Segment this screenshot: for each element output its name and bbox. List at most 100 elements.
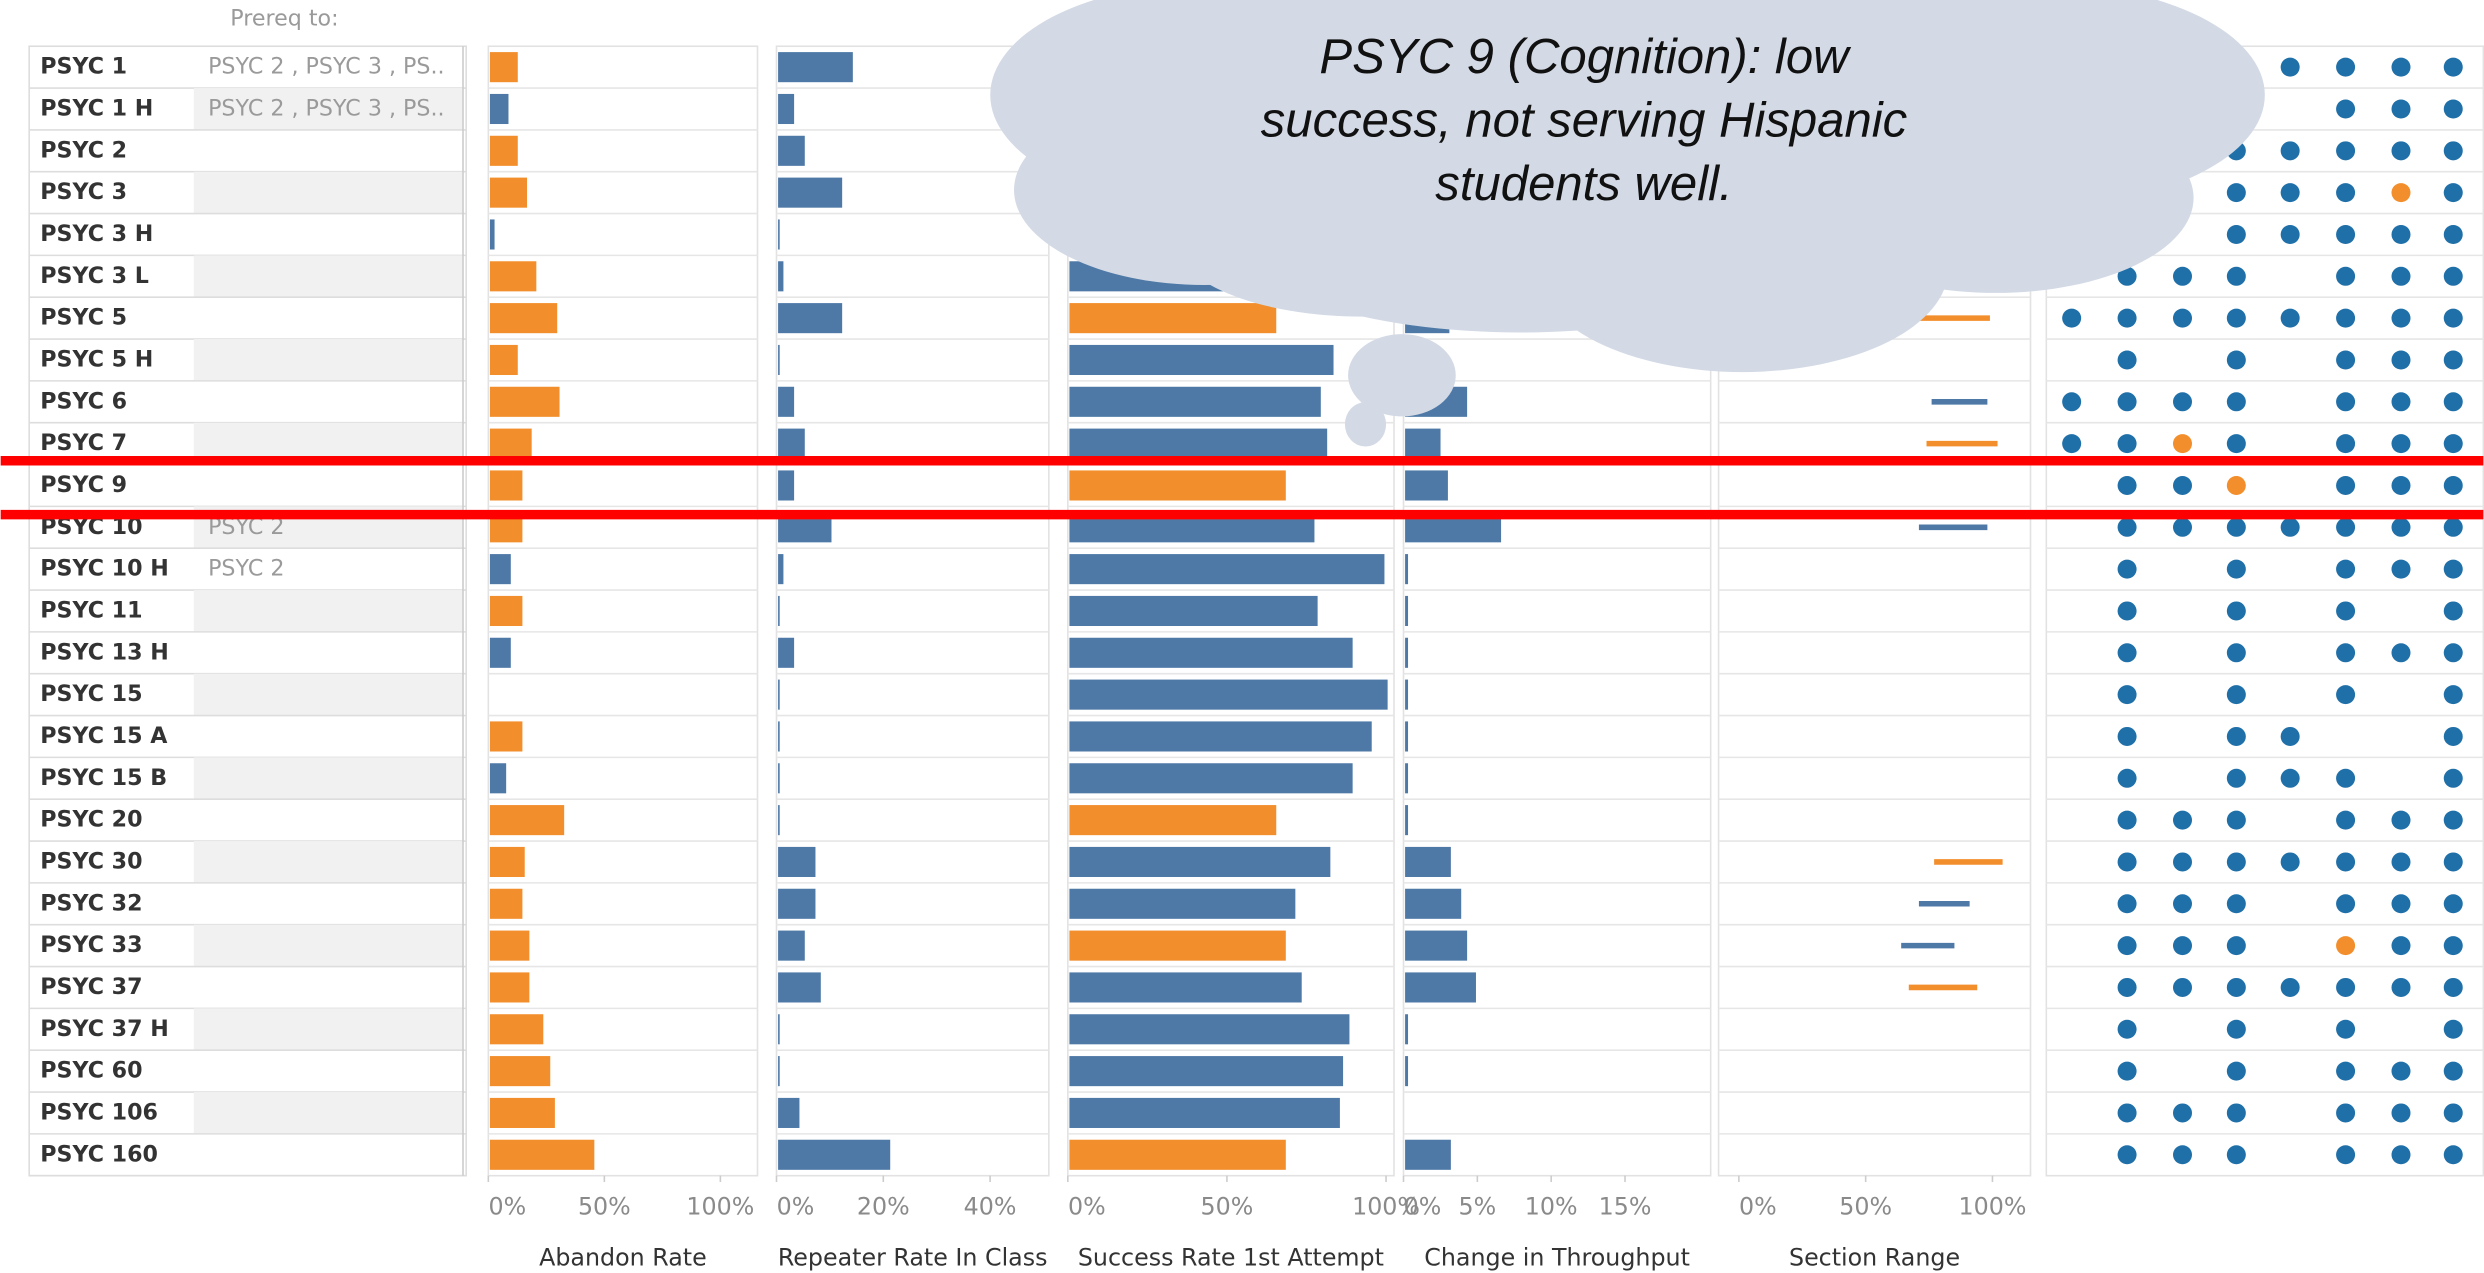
bar: [489, 846, 525, 877]
bar: [778, 177, 843, 208]
dot: [2336, 392, 2356, 412]
dot: [2280, 57, 2300, 77]
dot: [2117, 643, 2137, 663]
course-label: PSYC 30: [40, 848, 142, 874]
dot: [2226, 224, 2246, 244]
dot: [2443, 685, 2463, 705]
bar: [778, 679, 780, 710]
dot: [2443, 726, 2463, 746]
bar: [778, 428, 805, 459]
bar: [778, 52, 853, 83]
bar: [489, 888, 523, 919]
dot: [2117, 852, 2137, 872]
bar: [778, 93, 795, 125]
x-tick-label: 50%: [578, 1193, 631, 1221]
dot: [2173, 852, 2192, 872]
bar: [1405, 930, 1468, 961]
bar: [778, 344, 780, 376]
dot: [2226, 1061, 2246, 1081]
bar: [1069, 344, 1334, 376]
dot: [2173, 475, 2192, 495]
dot: [2117, 308, 2137, 328]
dot: [2391, 434, 2411, 454]
panel-frame: [2045, 45, 2484, 1177]
bar: [1405, 763, 1409, 794]
dot: [2117, 601, 2137, 621]
bar: [778, 972, 821, 1003]
bar: [1069, 1097, 1340, 1128]
x-tick-label: 100%: [686, 1193, 754, 1221]
dot: [2280, 852, 2300, 872]
bar: [1069, 846, 1331, 877]
dot: [2443, 601, 2463, 621]
bar: [778, 637, 795, 668]
bar: [778, 554, 784, 585]
course-label: PSYC 60: [40, 1058, 142, 1084]
bar: [1069, 428, 1328, 459]
x-tick-label: 50%: [1839, 1193, 1892, 1221]
dot: [2117, 685, 2137, 705]
dot: [2391, 183, 2411, 203]
x-tick-label: 20%: [857, 1193, 910, 1221]
dot: [2391, 1103, 2411, 1123]
bar: [1069, 303, 1277, 334]
dot: [2443, 643, 2463, 663]
bar: [1405, 470, 1448, 501]
course-label: PSYC 5: [40, 305, 127, 331]
dot: [2391, 977, 2411, 997]
dot: [2443, 1145, 2463, 1165]
row-shade: [193, 255, 464, 298]
course-label: PSYC 33: [40, 932, 142, 958]
course-label: PSYC 6: [40, 388, 127, 414]
dot: [2280, 183, 2300, 203]
dot: [2391, 936, 2411, 956]
dot: [2117, 1019, 2137, 1039]
bar: [778, 135, 805, 166]
row-shade: [193, 171, 464, 214]
bar: [778, 888, 816, 919]
course-label: PSYC 5 H: [40, 346, 153, 372]
x-tick-label: 5%: [1458, 1193, 1496, 1221]
dot: [2391, 141, 2411, 161]
dot: [2117, 936, 2137, 956]
bar: [778, 386, 795, 417]
bar: [1069, 386, 1321, 417]
dot: [2117, 517, 2137, 537]
dot: [2336, 224, 2356, 244]
bar: [778, 595, 780, 627]
bar: [489, 52, 518, 83]
dot: [2226, 894, 2246, 914]
bar: [1405, 1139, 1451, 1170]
prereq-label: PSYC 2: [208, 556, 284, 582]
dot: [2173, 434, 2192, 454]
dot: [2117, 559, 2137, 579]
dot: [2443, 852, 2463, 872]
row-shade: [193, 1008, 464, 1051]
x-tick-label: 0%: [1739, 1193, 1777, 1221]
dot: [2443, 141, 2463, 161]
dot: [2336, 936, 2356, 956]
bar: [489, 554, 511, 585]
bar: [1405, 679, 1409, 710]
bar: [489, 219, 495, 250]
dot: [2173, 1145, 2192, 1165]
dot: [2391, 643, 2411, 663]
bar: [1069, 1056, 1344, 1087]
row-shade: [193, 1092, 464, 1134]
axis-title: Repeater Rate In Class: [778, 1243, 1048, 1271]
dot: [2443, 1103, 2463, 1123]
dot: [2443, 1061, 2463, 1081]
x-tick-label: 0%: [1404, 1193, 1442, 1221]
dot: [2336, 810, 2356, 830]
dot: [2391, 517, 2411, 537]
bar: [1405, 805, 1409, 836]
dot: [2336, 183, 2356, 203]
course-label: PSYC 3: [40, 179, 127, 205]
bar: [778, 303, 843, 334]
prereq-label: PSYC 2 , PSYC 3 , PS..: [208, 54, 444, 80]
dot: [2336, 350, 2356, 370]
bar: [778, 763, 780, 794]
bar: [489, 177, 528, 208]
dot: [2443, 810, 2463, 830]
course-label: PSYC 37 H: [40, 1016, 169, 1042]
